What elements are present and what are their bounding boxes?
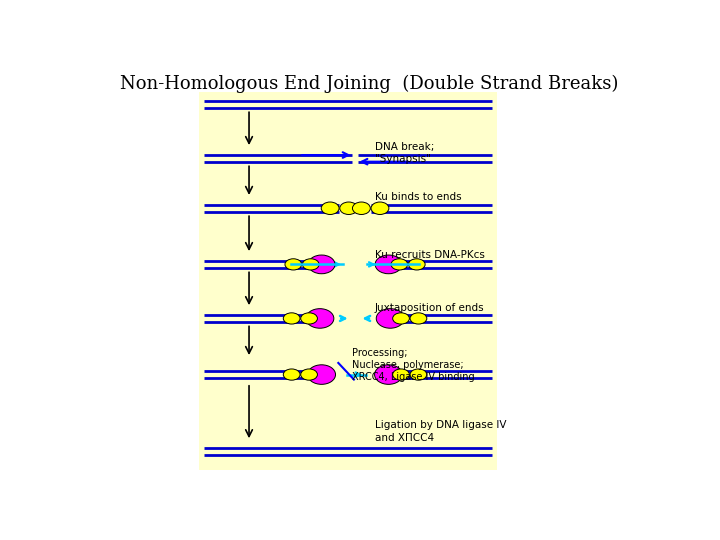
Text: Ku recruits DNA-PKcs: Ku recruits DNA-PKcs [374,250,485,260]
Ellipse shape [307,365,336,384]
Ellipse shape [410,313,427,324]
Ellipse shape [392,313,410,324]
Ellipse shape [308,255,335,274]
Text: Ligation by DNA ligase IV
and XΠCC4: Ligation by DNA ligase IV and XΠCC4 [374,420,506,443]
Ellipse shape [375,255,402,274]
Ellipse shape [410,369,427,380]
Ellipse shape [377,309,404,328]
Bar [199,92,498,470]
Text: Juxtaposition of ends: Juxtaposition of ends [374,302,485,313]
Ellipse shape [391,259,408,270]
Ellipse shape [321,202,339,214]
Ellipse shape [340,202,358,214]
Ellipse shape [374,365,402,384]
Ellipse shape [371,202,389,214]
Text: Non-Homologous End Joining  (Double Strand Breaks): Non-Homologous End Joining (Double Stran… [120,75,618,93]
Ellipse shape [302,259,319,270]
Ellipse shape [408,259,425,270]
Text: Processing;
Nuclease, polymerase;
XRCC4, Ligase IV binding: Processing; Nuclease, polymerase; XRCC4,… [352,348,475,382]
Text: Ku binds to ends: Ku binds to ends [374,192,462,201]
Ellipse shape [301,313,318,324]
Ellipse shape [353,202,370,214]
Ellipse shape [301,369,318,380]
Ellipse shape [392,369,410,380]
Ellipse shape [306,309,334,328]
Ellipse shape [285,259,302,270]
Ellipse shape [283,369,300,380]
Text: DNA break;
"Synapsis": DNA break; "Synapsis" [374,141,434,164]
Ellipse shape [283,313,300,324]
